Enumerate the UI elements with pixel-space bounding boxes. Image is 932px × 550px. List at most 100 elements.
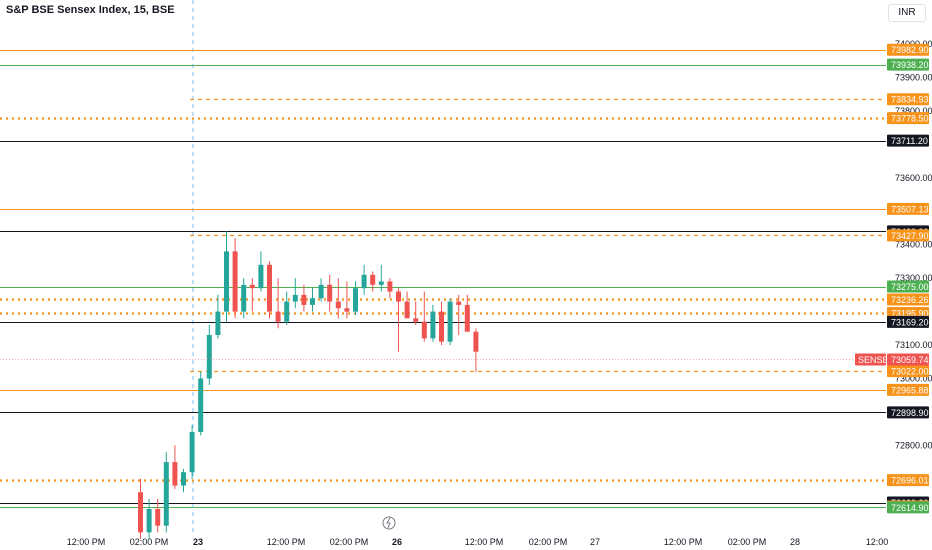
candle-body: [473, 331, 479, 352]
candle: [439, 301, 444, 346]
candle-body: [327, 284, 333, 302]
candle-body: [378, 281, 384, 285]
candle: [404, 291, 410, 319]
candle-body: [335, 301, 341, 309]
price-label-text: 73427.90: [891, 231, 929, 241]
candle: [310, 288, 315, 312]
price-label-text: 73195.90: [891, 308, 929, 318]
price-label-bg: [887, 383, 929, 396]
candle-body: [353, 288, 358, 312]
candle: [146, 498, 152, 540]
candle: [396, 288, 401, 352]
candle: [344, 281, 350, 319]
x-tick-label: 02:00 PM: [529, 537, 568, 547]
candle: [335, 278, 341, 319]
candle-body: [439, 311, 444, 342]
price-label-text: 73236.26: [891, 295, 929, 305]
candle-body: [163, 462, 169, 526]
candle: [232, 238, 238, 319]
candle-body: [396, 291, 401, 302]
price-label: 72614.90: [887, 501, 929, 514]
price-label: 73236.26: [887, 293, 929, 306]
price-label: 73169.20: [887, 315, 929, 328]
price-label-text: 72898.90: [891, 408, 929, 418]
candle: [198, 371, 204, 436]
candle-body: [275, 311, 281, 322]
price-label-bg: [887, 43, 929, 56]
price-levels: [0, 50, 886, 508]
price-label-bg: [887, 406, 929, 419]
price-label-bg: [887, 202, 929, 215]
last-price-text: 73059.74: [891, 355, 929, 365]
candle: [292, 278, 298, 309]
x-tick-label: 02:00 PM: [330, 537, 369, 547]
candle: [241, 278, 247, 319]
candle-body: [447, 301, 453, 342]
candle-body: [258, 264, 264, 289]
price-label-text: 73275.00: [891, 282, 929, 292]
price-label: 73022.00: [887, 365, 929, 378]
candle: [155, 498, 161, 533]
candle: [301, 284, 307, 312]
x-tick-label: 12:00 PM: [664, 537, 703, 547]
candle: [181, 468, 186, 493]
price-label-text: 73982.90: [891, 45, 929, 55]
candle-body: [155, 508, 161, 526]
candle: [215, 294, 221, 339]
price-label-bg: [887, 229, 929, 242]
candle: [361, 264, 367, 295]
candle: [430, 304, 436, 342]
x-tick-label: 27: [590, 537, 600, 547]
candle-body: [370, 274, 376, 285]
candles: [138, 231, 479, 540]
candle-body: [430, 311, 436, 339]
price-label-text: 72696.01: [891, 476, 929, 486]
price-label: 72965.88: [887, 383, 929, 396]
candle: [138, 478, 143, 540]
price-label-text: 73022.00: [891, 367, 929, 377]
candle-body: [172, 462, 178, 486]
x-axis[interactable]: 12:00 PM 02:00 PM 23 12:00 PM 02:00 PM 26 12:0…: [67, 537, 889, 547]
candle: [370, 271, 376, 292]
price-label: 73778.50: [887, 112, 929, 125]
candle-body: [318, 284, 324, 299]
candle-body: [413, 318, 419, 322]
price-label: 73982.90: [887, 43, 929, 56]
y-tick-label: 73800.00: [895, 106, 932, 116]
candle-body: [232, 251, 238, 312]
replay-icon[interactable]: [382, 516, 396, 530]
candle-body: [146, 508, 152, 533]
candle-body: [224, 251, 229, 312]
candle-body: [181, 472, 186, 486]
candle: [318, 278, 324, 302]
candle-body: [292, 294, 298, 302]
x-tick-label: 26: [392, 537, 402, 547]
x-tick-label: 12:00 PM: [67, 537, 106, 547]
y-tick-label: 73900.00: [895, 72, 932, 82]
symbol-tag-bg: [855, 353, 886, 366]
y-tick-label: 72800.00: [895, 440, 932, 450]
candle: [163, 452, 169, 533]
last-price-bg: [887, 353, 929, 366]
price-label-bg: [887, 365, 929, 378]
chart-title: S&P BSE Sensex Index, 15, BSE: [6, 4, 175, 16]
candle-body: [361, 274, 367, 289]
candle: [267, 261, 272, 319]
candle-body: [241, 284, 247, 312]
candle: [353, 281, 358, 315]
price-label-bg: [887, 134, 929, 147]
price-label-text: 73834.93: [891, 95, 929, 105]
candle-body: [206, 335, 212, 379]
candle-body: [404, 301, 410, 319]
x-tick-label: 23: [193, 537, 203, 547]
candle: [206, 324, 212, 386]
candle: [327, 274, 333, 312]
price-label-bg: [887, 293, 929, 306]
price-labels: 73982.90 73938.20 73834.93 73778.50 73711.20…: [855, 43, 929, 514]
x-tick-label: 02:00 PM: [728, 537, 767, 547]
candle: [413, 301, 419, 325]
currency-button[interactable]: INR: [888, 4, 926, 22]
candle: [275, 278, 281, 329]
